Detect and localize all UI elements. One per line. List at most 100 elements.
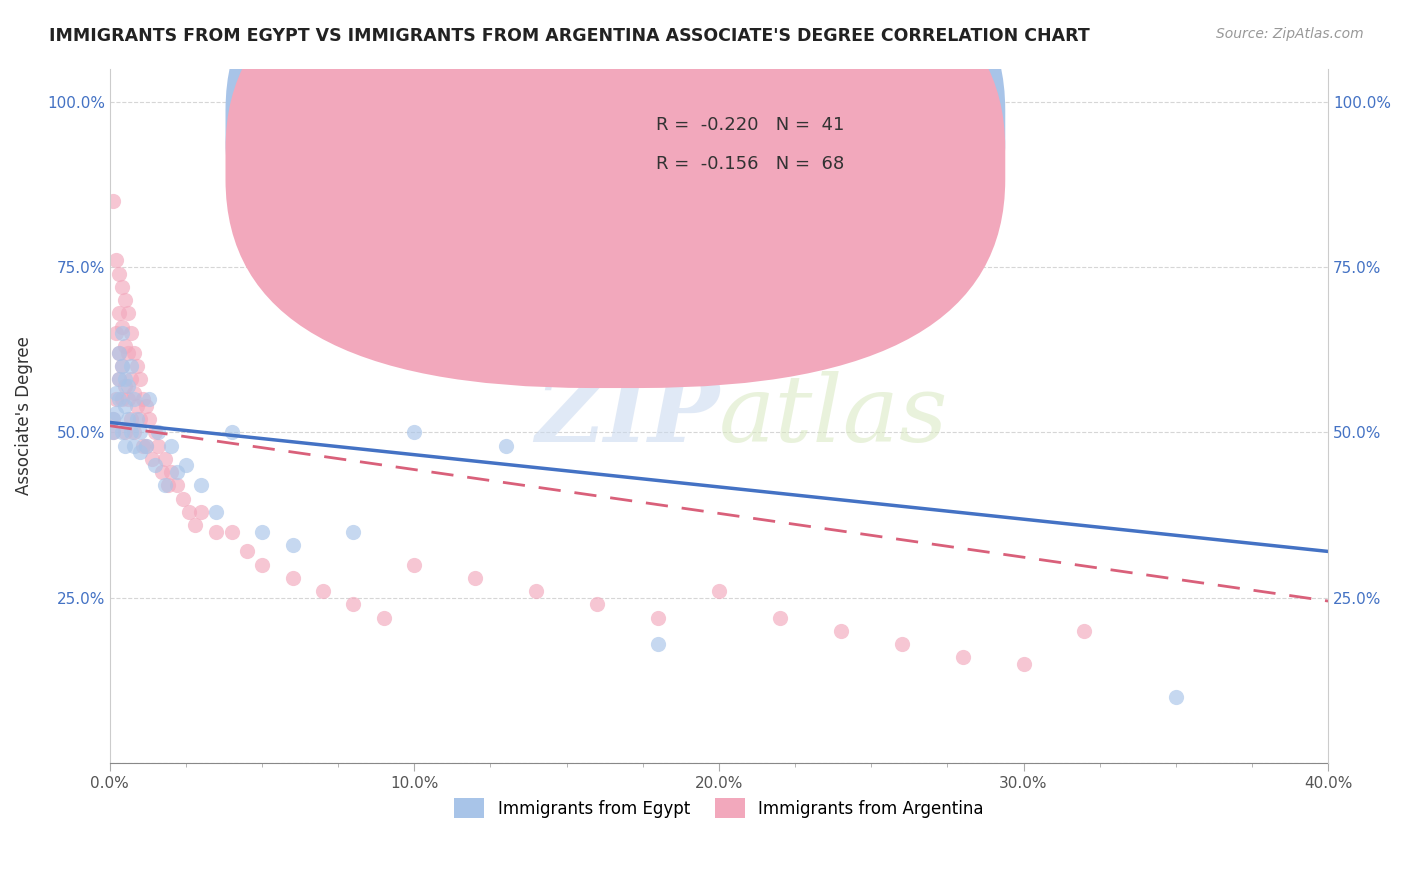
- Point: [769, 610, 792, 624]
- Point: [111, 326, 134, 340]
- Point: [117, 412, 139, 426]
- Point: [120, 412, 142, 426]
- Point: [174, 458, 197, 473]
- Point: [114, 425, 136, 440]
- Point: [135, 399, 157, 413]
- Point: [159, 439, 181, 453]
- Text: ZIP: ZIP: [534, 371, 718, 461]
- Point: [1073, 624, 1095, 638]
- Point: [108, 346, 131, 360]
- Point: [101, 412, 124, 426]
- Point: [132, 439, 155, 453]
- Point: [404, 425, 426, 440]
- Point: [101, 412, 124, 426]
- Point: [114, 293, 136, 307]
- Legend: Immigrants from Egypt, Immigrants from Argentina: Immigrants from Egypt, Immigrants from A…: [447, 792, 990, 824]
- Point: [122, 385, 145, 400]
- FancyBboxPatch shape: [225, 0, 1005, 388]
- Point: [145, 458, 167, 473]
- Point: [281, 538, 304, 552]
- Point: [127, 412, 149, 426]
- Point: [120, 372, 142, 386]
- Point: [104, 326, 127, 340]
- Point: [145, 425, 167, 440]
- Point: [117, 306, 139, 320]
- Point: [111, 425, 134, 440]
- Point: [122, 439, 145, 453]
- Point: [108, 346, 131, 360]
- Point: [111, 280, 134, 294]
- Point: [129, 412, 152, 426]
- Point: [342, 598, 364, 612]
- Point: [890, 637, 912, 651]
- Point: [250, 558, 273, 572]
- Point: [101, 425, 124, 440]
- Point: [524, 584, 547, 599]
- Point: [586, 598, 609, 612]
- Point: [205, 524, 228, 539]
- Point: [150, 465, 173, 479]
- Point: [172, 491, 194, 506]
- Point: [122, 425, 145, 440]
- Point: [108, 372, 131, 386]
- Point: [830, 624, 852, 638]
- Point: [104, 385, 127, 400]
- Point: [281, 571, 304, 585]
- Point: [108, 267, 131, 281]
- Point: [114, 372, 136, 386]
- Point: [111, 359, 134, 374]
- Point: [148, 425, 170, 440]
- Point: [127, 399, 149, 413]
- Point: [114, 339, 136, 353]
- Text: Source: ZipAtlas.com: Source: ZipAtlas.com: [1216, 27, 1364, 41]
- Point: [104, 392, 127, 407]
- Point: [129, 372, 152, 386]
- Point: [707, 584, 730, 599]
- Point: [647, 610, 669, 624]
- Point: [221, 524, 243, 539]
- Point: [104, 253, 127, 268]
- Point: [117, 392, 139, 407]
- Point: [114, 439, 136, 453]
- Point: [373, 610, 395, 624]
- Point: [108, 306, 131, 320]
- Point: [312, 584, 335, 599]
- Point: [132, 392, 155, 407]
- Point: [129, 445, 152, 459]
- Point: [101, 194, 124, 208]
- Point: [221, 425, 243, 440]
- Text: R =  -0.220   N =  41: R = -0.220 N = 41: [655, 117, 844, 135]
- Point: [190, 505, 212, 519]
- Point: [159, 465, 181, 479]
- Point: [122, 392, 145, 407]
- Point: [108, 372, 131, 386]
- Point: [205, 505, 228, 519]
- Point: [952, 650, 974, 665]
- Point: [120, 359, 142, 374]
- Point: [129, 425, 152, 440]
- Point: [236, 544, 259, 558]
- Point: [135, 439, 157, 453]
- Point: [111, 319, 134, 334]
- Y-axis label: Associate's Degree: Associate's Degree: [15, 336, 32, 495]
- Point: [495, 439, 517, 453]
- Point: [1164, 690, 1187, 704]
- Point: [138, 412, 160, 426]
- Point: [111, 359, 134, 374]
- Text: IMMIGRANTS FROM EGYPT VS IMMIGRANTS FROM ARGENTINA ASSOCIATE'S DEGREE CORRELATIO: IMMIGRANTS FROM EGYPT VS IMMIGRANTS FROM…: [49, 27, 1090, 45]
- Point: [647, 637, 669, 651]
- Point: [190, 478, 212, 492]
- Text: R =  -0.156   N =  68: R = -0.156 N = 68: [655, 154, 844, 173]
- Point: [138, 392, 160, 407]
- Point: [127, 359, 149, 374]
- Point: [117, 346, 139, 360]
- Point: [104, 405, 127, 419]
- Point: [342, 524, 364, 539]
- Point: [122, 346, 145, 360]
- Point: [1012, 657, 1035, 671]
- FancyBboxPatch shape: [225, 0, 1005, 350]
- Point: [114, 379, 136, 393]
- Point: [117, 379, 139, 393]
- Point: [404, 558, 426, 572]
- Point: [120, 425, 142, 440]
